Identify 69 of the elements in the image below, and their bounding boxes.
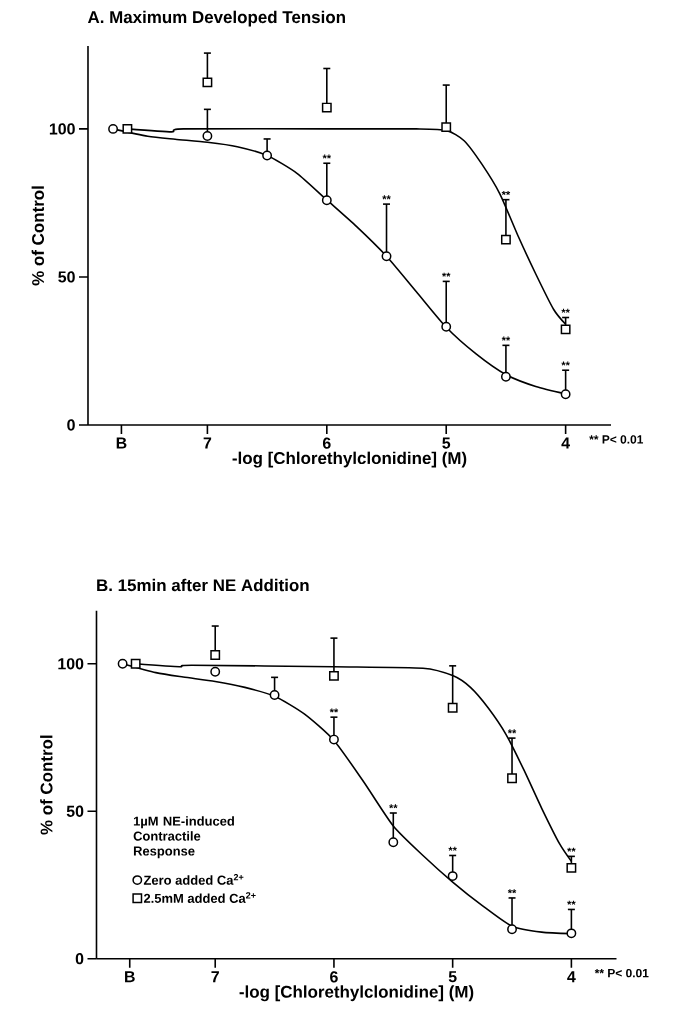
annotation: **	[507, 889, 517, 894]
annotation: **	[561, 308, 570, 313]
annotation: **	[501, 336, 511, 341]
annotation: **	[561, 361, 570, 366]
chart-title: B. 15min after NE Addition	[97, 578, 309, 592]
legend-label: 2.5mM added Ca$^{2+}$	[143, 892, 256, 903]
point	[500, 371, 511, 382]
y-tick-label: 100	[49, 123, 75, 135]
x-tick-label: B	[125, 971, 135, 983]
point	[130, 658, 141, 669]
x-tick-label: 6	[322, 437, 331, 449]
point	[447, 702, 458, 713]
point	[328, 734, 339, 745]
point	[447, 871, 458, 882]
point	[108, 123, 119, 134]
y-axis-title: % of Control	[40, 735, 53, 835]
annotation: **	[567, 847, 576, 852]
point	[441, 321, 452, 332]
annotation: **	[441, 272, 451, 277]
point	[321, 195, 332, 206]
legend-title: 1µM NE-induced Contractile Response	[133, 816, 234, 859]
point	[381, 251, 392, 262]
annotation: **	[507, 729, 517, 734]
point	[210, 649, 221, 660]
point	[210, 666, 221, 677]
point	[202, 131, 213, 141]
point	[262, 150, 273, 161]
x-tick-label: 5	[448, 971, 457, 983]
point	[500, 234, 511, 245]
y-tick-label: 0	[75, 953, 84, 965]
annotation: **	[501, 190, 511, 196]
point	[566, 862, 577, 873]
y-tick-label: 50	[58, 271, 75, 283]
x-tick-label: 7	[211, 971, 219, 983]
x-tick-label: 5	[442, 437, 451, 449]
x-tick-label: 4	[561, 437, 570, 449]
y-tick-label: 50	[66, 805, 84, 817]
text: ** P< 0.01	[589, 435, 644, 444]
point	[117, 658, 128, 669]
point	[566, 928, 577, 939]
y-axis-title: % of Control	[31, 186, 45, 286]
x-tick-label: 6	[330, 971, 338, 983]
annotation: **	[382, 195, 391, 200]
point	[321, 102, 332, 113]
x-axis-title: -log [Chlorethylclonidine] (M)	[239, 985, 474, 1002]
annotation: **	[567, 900, 576, 905]
x-tick-label: 7	[203, 437, 212, 449]
annotation: **	[329, 708, 339, 713]
point	[328, 670, 339, 681]
x-axis-title: -log [Chlorethylclonidine] (M)	[232, 451, 467, 468]
x-tick-label: 4	[567, 971, 576, 983]
annotation: **	[322, 154, 332, 159]
y-tick-label: 0	[67, 419, 75, 431]
annotation: **	[389, 804, 398, 809]
legend-label: Zero added Ca$^{2+}$	[143, 874, 244, 885]
point	[507, 773, 517, 784]
y-tick-label: 100	[58, 658, 84, 670]
point	[507, 924, 517, 935]
point	[202, 77, 213, 88]
point	[269, 690, 280, 700]
point	[388, 837, 399, 848]
point	[122, 123, 133, 134]
x-tick-label: B	[116, 437, 127, 449]
text: ** P< 0.01	[594, 968, 649, 978]
point	[560, 324, 571, 335]
point	[560, 389, 571, 400]
chart-title: A. Maximum Developed Tension	[87, 10, 345, 27]
annotation: **	[448, 846, 457, 851]
point	[441, 122, 452, 133]
